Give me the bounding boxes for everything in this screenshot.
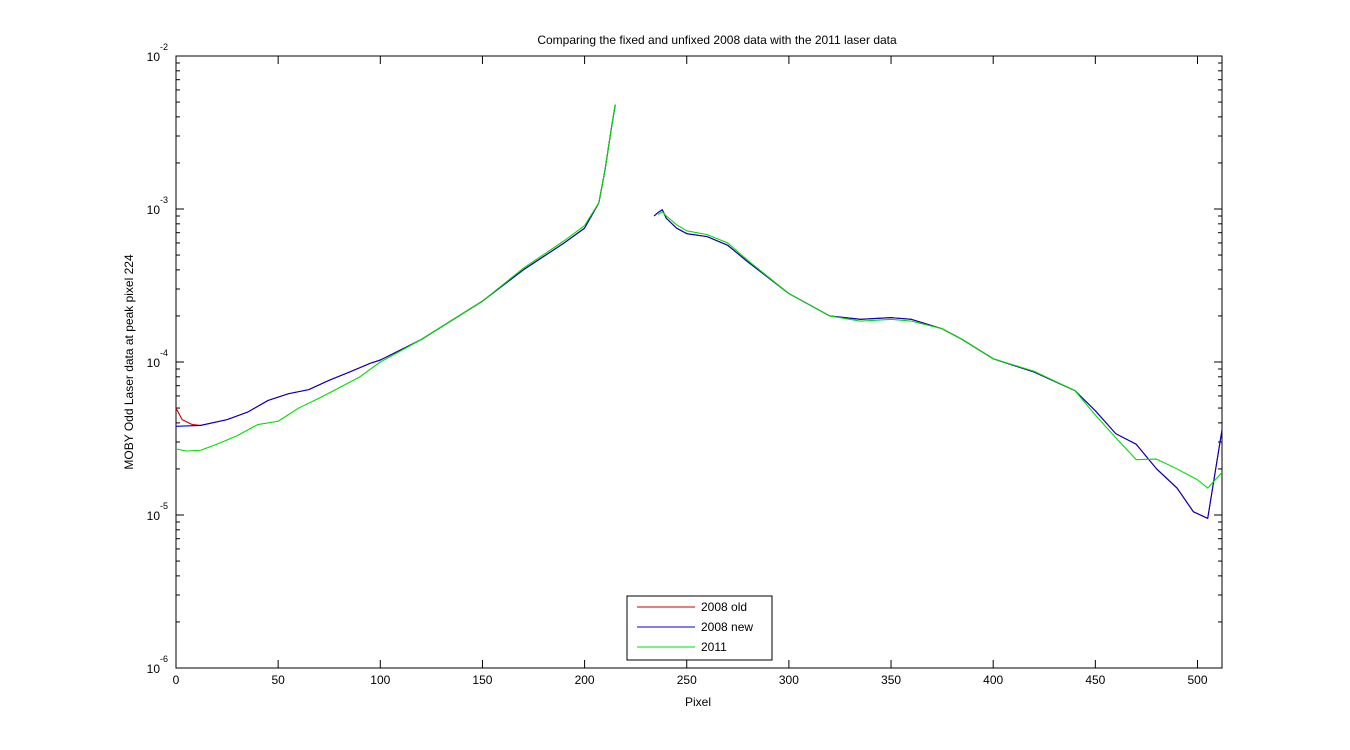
y-tick-exponent: -6 — [160, 654, 168, 664]
y-tick-exponent: -2 — [160, 42, 168, 52]
legend-label-2008-old: 2008 old — [701, 600, 747, 614]
x-tick-label: 400 — [983, 673, 1003, 687]
y-tick-label: 10 — [147, 509, 161, 523]
x-tick-label: 500 — [1187, 673, 1207, 687]
series-layer — [175, 104, 1223, 519]
x-axis-label: Pixel — [685, 695, 711, 709]
x-tick-label: 300 — [779, 673, 799, 687]
x-tick-label: 350 — [881, 673, 901, 687]
series-line-2008-new — [653, 209, 1223, 519]
series-line-2011 — [175, 104, 616, 452]
x-tick-label: 100 — [370, 673, 390, 687]
y-tick-label: 10 — [147, 203, 161, 217]
x-tick-label: 200 — [575, 673, 595, 687]
legend-label-2011: 2011 — [701, 640, 727, 654]
x-tick-label: 0 — [173, 673, 180, 687]
series-line-2011 — [657, 211, 1223, 489]
y-tick-label: 10 — [147, 662, 161, 676]
legend: 2008 old 2008 new 2011 — [626, 595, 773, 661]
y-tick-exponent: -4 — [160, 348, 168, 358]
y-tick-label: 10 — [147, 50, 161, 64]
y-tick-label: 10 — [147, 356, 161, 370]
x-tick-label: 250 — [677, 673, 697, 687]
legend-label-2008-new: 2008 new — [701, 620, 753, 634]
x-tick-label: 450 — [1085, 673, 1105, 687]
x-tick-label: 150 — [472, 673, 492, 687]
y-tick-exponent: -5 — [160, 501, 168, 511]
y-tick-exponent: -3 — [160, 195, 168, 205]
y-axis-label: MOBY Odd Laser data at peak pixel 224 — [122, 254, 136, 470]
x-tick-label: 50 — [271, 673, 285, 687]
chart-title: Comparing the fixed and unfixed 2008 dat… — [537, 33, 897, 47]
plot-area — [175, 55, 1223, 669]
axis-ticks: 0 50 100 150 200 250 300 350 400 450 50010-610-510… — [147, 42, 1222, 687]
